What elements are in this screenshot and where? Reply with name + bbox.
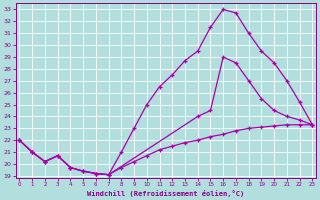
X-axis label: Windchill (Refroidissement éolien,°C): Windchill (Refroidissement éolien,°C)	[87, 190, 244, 197]
